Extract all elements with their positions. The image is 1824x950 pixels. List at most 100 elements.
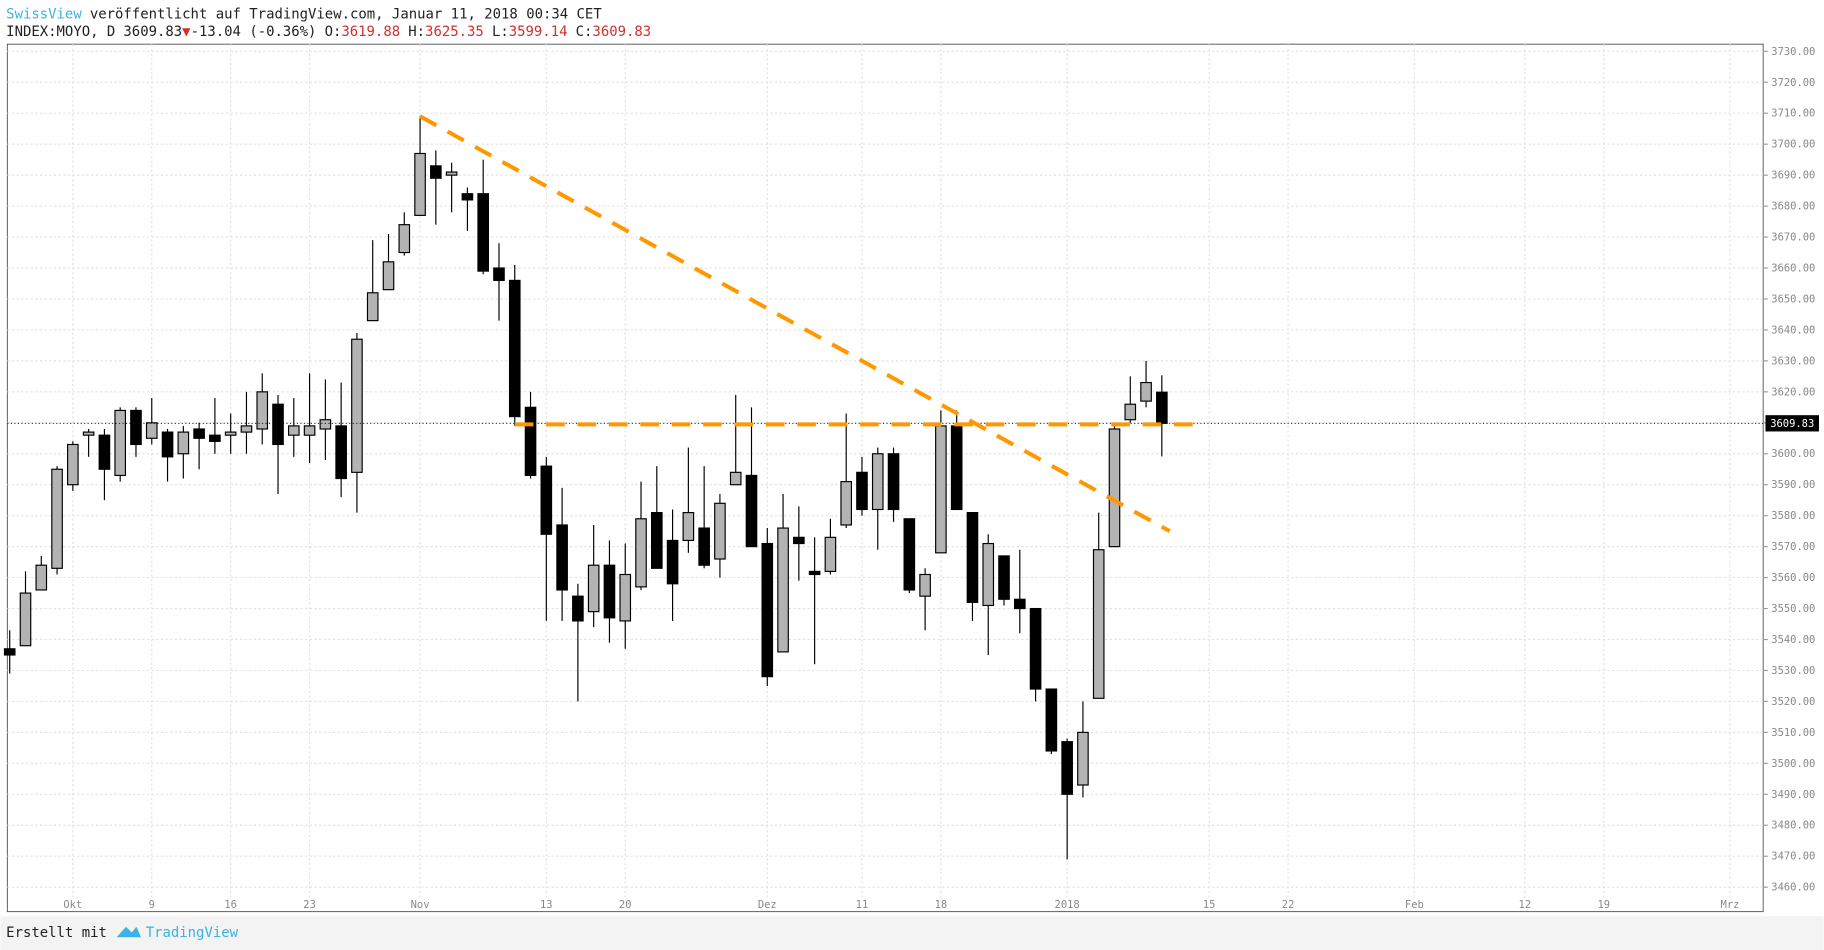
trend-line [419, 114, 1171, 533]
candle-body [1061, 741, 1073, 795]
candle-body [808, 570, 821, 576]
candle-body [303, 425, 316, 436]
candle-body [177, 431, 190, 455]
y-tick-label: 3620.00 [1771, 386, 1815, 398]
x-tick-label: 18 [935, 899, 948, 911]
candle-body [477, 193, 490, 272]
candle-body [430, 165, 442, 179]
candle-body [682, 511, 695, 542]
candle-body [130, 409, 142, 446]
ohlc-key: C: [576, 24, 593, 40]
header-line-2: INDEX:MOYO, D 3609.83▼-13.04 (-0.36%) O:36… [6, 24, 651, 40]
candle-body [856, 471, 868, 511]
candle-body [209, 434, 221, 442]
y-tick-label: 3600.00 [1771, 448, 1815, 460]
x-tick-label: Feb [1405, 899, 1424, 911]
candle-body [935, 425, 947, 554]
plot-area [6, 43, 1764, 913]
candle-body [508, 279, 521, 418]
published: veröffentlicht auf TradingView.com, Janu… [90, 7, 602, 23]
candle-body [635, 518, 647, 588]
footer-brand[interactable]: TradingView [146, 925, 239, 941]
candle-body [82, 431, 95, 436]
y-tick-label: 3540.00 [1771, 634, 1815, 646]
x-tick-label: 12 [1519, 899, 1532, 911]
x-tick-label: Mrz [1721, 899, 1740, 911]
candle-body [903, 518, 916, 591]
x-tick-label: 11 [856, 899, 869, 911]
candle-body [887, 453, 900, 511]
candle-body [1108, 428, 1121, 548]
candle-body [287, 425, 300, 436]
candle-body [193, 428, 205, 439]
candle-body [493, 267, 505, 281]
candle-body [966, 511, 979, 603]
candle-body [524, 406, 537, 477]
trend-lines: 3609.83 [7, 114, 1819, 533]
candle-body [745, 474, 758, 548]
ohlc-value: 3599.14 [509, 24, 568, 40]
candle-body [145, 422, 158, 439]
y-tick-label: 3630.00 [1771, 355, 1815, 367]
candle-body [1140, 381, 1152, 402]
y-tick-label: 3480.00 [1771, 820, 1815, 832]
y-tick-label: 3710.00 [1771, 108, 1815, 120]
symbol: INDEX:MOYO, D [6, 24, 115, 40]
candle-body [1092, 549, 1105, 699]
candles [3, 116, 1168, 860]
y-tick-label: 3470.00 [1771, 851, 1815, 863]
change: -13.04 (-0.36%) [191, 24, 317, 40]
x-tick-label: Okt [63, 899, 82, 911]
candle-body [398, 224, 411, 254]
candle-body [540, 465, 553, 535]
candle-body [1029, 607, 1042, 690]
y-tick-label: 3500.00 [1771, 758, 1815, 770]
footer-text: Erstellt mit [6, 925, 107, 941]
candle-body [603, 564, 616, 619]
y-tick-label: 3560.00 [1771, 572, 1815, 584]
header-line-1: SwissView veröffentlicht auf TradingView.… [6, 7, 602, 23]
candle-body [366, 292, 379, 322]
candle-body [256, 391, 269, 430]
candle-body [650, 511, 663, 569]
x-tick-label: 13 [540, 899, 553, 911]
candle-body [950, 425, 963, 511]
publisher: SwissView [6, 7, 82, 23]
candle-body [414, 152, 426, 216]
y-tick-label: 3490.00 [1771, 789, 1815, 801]
tradingview-logo [116, 926, 142, 938]
candle-body [777, 527, 789, 653]
y-tick-label: 3520.00 [1771, 696, 1815, 708]
y-tick-label: 3650.00 [1771, 293, 1815, 305]
candle-body [982, 542, 995, 607]
y-tick-label: 3580.00 [1771, 510, 1815, 522]
candle-body [35, 564, 48, 591]
candle-body [1077, 731, 1089, 786]
candle-body [224, 431, 237, 436]
candle-body [1013, 598, 1026, 610]
y-tick-label: 3660.00 [1771, 263, 1815, 275]
candle-body [619, 573, 632, 622]
y-tick-label: 3460.00 [1771, 882, 1815, 894]
last-price-label: 3609.83 [1770, 418, 1814, 430]
candle-body [335, 425, 347, 480]
grid: 3460.00 3470.00 3480.00 3490.00 3500.00 3510.… [7, 44, 1815, 911]
ohlc-key: H: [408, 24, 425, 40]
x-tick-label: 20 [619, 899, 632, 911]
logo-shape [116, 926, 142, 938]
direction: ▼ [182, 24, 191, 40]
y-tick-label: 3640.00 [1771, 324, 1815, 336]
candle-body [793, 536, 805, 545]
candle-body [1045, 688, 1058, 752]
footer-bar [0, 916, 1824, 950]
ohlc-key: L: [492, 24, 509, 40]
ohlc-value: 3619.88 [341, 24, 400, 40]
candle-body [556, 524, 568, 591]
y-tick-label: 3690.00 [1771, 170, 1815, 182]
ohlc-value: 3609.83 [592, 24, 651, 40]
x-tick-label: Nov [411, 899, 430, 911]
candle-body [729, 471, 742, 486]
candle-body [871, 453, 884, 511]
